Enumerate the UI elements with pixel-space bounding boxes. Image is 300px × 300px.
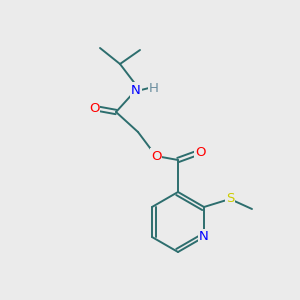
Text: H: H (149, 82, 159, 94)
Text: N: N (131, 83, 141, 97)
Text: O: O (89, 101, 99, 115)
Text: N: N (199, 230, 209, 244)
Text: O: O (151, 149, 161, 163)
Text: O: O (195, 146, 205, 158)
Text: S: S (226, 193, 234, 206)
